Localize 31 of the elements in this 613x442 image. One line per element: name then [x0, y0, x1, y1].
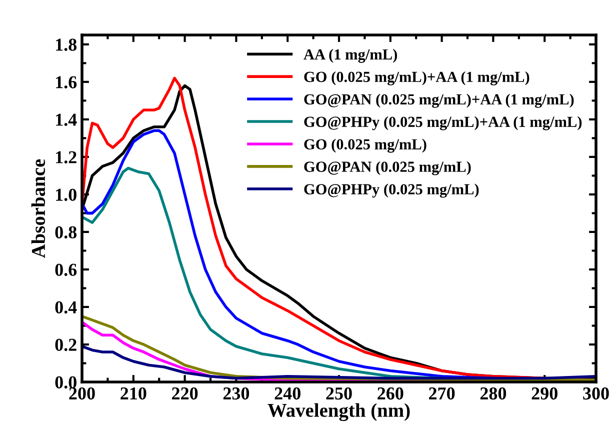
y-axis-title: Absorbance	[31, 159, 46, 258]
y-tick-label: 1.8	[56, 38, 77, 51]
x-tick-label: 270	[429, 387, 455, 400]
y-tick-label: 1.6	[56, 76, 77, 88]
legend-label: GO@PAN (0.025 mg/mL)+AA (1 mg/mL)	[304, 94, 574, 108]
x-tick-label: 240	[274, 387, 300, 400]
y-tick-label: 0.8	[55, 226, 77, 238]
legend-label: GO@PHPy (0.025 mg/mL)+AA (1 mg/mL)	[304, 116, 582, 130]
y-tick-label: 1.0	[56, 188, 76, 201]
x-tick-label: 230	[223, 387, 250, 400]
y-tick-label: 0.4	[55, 301, 77, 314]
x-tick-label: 290	[532, 387, 558, 400]
x-tick-label: 210	[120, 387, 146, 400]
x-tick-label: 250	[326, 387, 352, 400]
x-tick-label: 280	[480, 387, 506, 400]
line-series	[82, 344, 596, 380]
legend-label: GO (0.025 mg/mL)	[304, 138, 426, 153]
x-tick-label: 220	[172, 387, 198, 400]
legend-label: AA (1 mg/mL)	[304, 48, 397, 63]
legend-label: GO@PAN (0.025 mg/mL)	[304, 161, 471, 176]
legend-label: GO (0.025 mg/mL)+AA (1 mg/mL)	[304, 71, 530, 86]
x-tick-label: 260	[378, 387, 404, 400]
legend-label: GO@PHPy (0.025 mg/mL)	[304, 184, 479, 198]
x-axis-title: Wavelength (nm)	[268, 403, 410, 422]
x-tick-label: 200	[69, 387, 95, 400]
y-tick-label: 1.4	[56, 114, 77, 126]
y-tick-label: 0.6	[55, 264, 77, 276]
y-tick-label: 1.2	[56, 151, 76, 164]
x-tick-label: 300	[583, 387, 609, 400]
y-tick-label: 0.2	[55, 338, 76, 352]
y-tick-label: 0.0	[55, 376, 76, 389]
